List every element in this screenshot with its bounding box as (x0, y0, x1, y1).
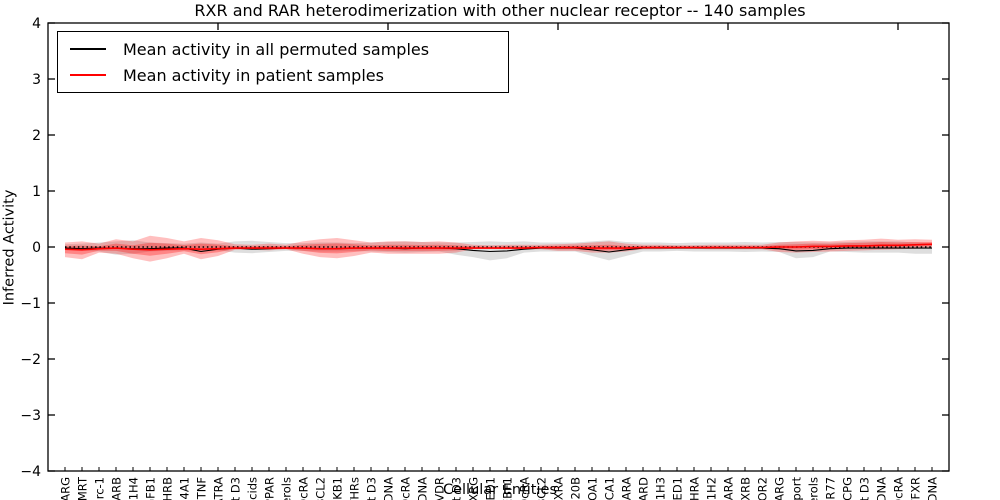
x-category-label: NR1H2 (705, 477, 719, 500)
x-category-label: RXRs/FXR/9cRA/MED1 (484, 477, 498, 500)
y-axis-label: Inferred Activity (1, 189, 18, 306)
x-category-label: RARs/THRs/DNA/SMRT (76, 476, 90, 500)
y-tick-label: −3 (20, 408, 41, 424)
x-category-label: TGFB1 (144, 477, 158, 500)
x-category-label: NCOR2 (756, 477, 770, 500)
y-tick-label: 1 (32, 184, 41, 200)
x-category-label: RARG (773, 477, 787, 500)
x-category-label: RARB (110, 477, 124, 500)
legend-label: Mean activity in patient samples (123, 65, 384, 85)
y-tick-label: −1 (20, 296, 41, 312)
x-axis-label: Cellular Entities (442, 482, 558, 498)
x-category-label: mol:Vit D3 (229, 477, 243, 500)
x-category-label: RXRs/LXRs/DNA/Oxysterols (807, 477, 821, 500)
x-category-label: NR1H3 (654, 477, 668, 500)
x-category-label: PPARG (59, 477, 73, 500)
x-category-label: RARs/RARs/DNA/9cRA (399, 477, 413, 500)
x-category-label: cholesterol transport (790, 477, 804, 500)
x-category-label: mol:Oxysterols (280, 477, 294, 500)
x-category-label: BCL2 (535, 477, 549, 500)
permuted-range-band (65, 240, 932, 261)
x-category-label: mol:9cRA (297, 477, 311, 500)
x-category-label: MED1 (671, 477, 685, 500)
x-category-label: RXRs/LXRs/DNA (926, 477, 940, 500)
legend-item-permuted: Mean activity in all permuted samples (70, 40, 496, 59)
x-category-label: RXRG (467, 477, 481, 500)
x-category-label: PPARD (637, 477, 651, 500)
x-category-label: NCOA1 (586, 477, 600, 500)
patient-line-swatch (70, 74, 106, 76)
x-category-label: VDR/VDR/Vit D3 (365, 477, 379, 500)
x-category-label: VDR/Vit D3/DNA (382, 477, 396, 500)
x-category-label: RARs/THRs/DNA/Src-1 (93, 477, 107, 500)
x-category-label: RXR alpha/CCPG (841, 477, 855, 500)
y-tick-label: −2 (20, 352, 41, 368)
y-tick-label: −4 (20, 464, 41, 480)
x-category-label: mol:ATRA (212, 477, 226, 500)
legend-label: Mean activity in all permuted samples (123, 39, 430, 59)
x-category-label: RARs/THRs (348, 477, 362, 500)
x-category-label: RXRs/FXR (909, 477, 923, 500)
x-category-label: RARs/VDR/DNA/Vit D3 (450, 477, 464, 500)
x-category-label: RXRs/NUR77/BCL2 (314, 477, 328, 500)
permuted-mean-line (64, 247, 932, 253)
x-category-label: FAM120B (569, 477, 583, 500)
x-category-label: RXRs/VDR/DNA/Vit D3 (858, 477, 872, 500)
x-category-label: THRA (688, 477, 702, 500)
y-tick-label: 0 (32, 240, 41, 256)
chart-title: RXR and RAR heterodimerization with othe… (194, 1, 806, 20)
x-category-label: RXRA (552, 477, 566, 500)
legend-item-patient: Mean activity in patient samples (70, 66, 496, 85)
x-category-label: RXRs/PPAR/9cRA/PGJ2/DNA (875, 477, 889, 500)
x-category-label: THRB (161, 477, 175, 500)
x-category-label: mol:Bile acids (246, 477, 260, 500)
legend-box: Mean activity in all permuted samples Me… (57, 31, 509, 93)
x-category-label: RXRs/RXRs/DNA/9cRA (892, 477, 906, 500)
x-category-label: RXRs/NUR77 (824, 477, 838, 500)
x-category-label: ABCA1 (603, 477, 617, 500)
x-category-label: RPS6KB1 (331, 477, 345, 500)
permuted-line-swatch (70, 48, 106, 50)
x-category-label: RXRs/LXRs/DNA/9cRA (518, 477, 532, 500)
x-category-label: NR4A1 (178, 477, 192, 500)
x-category-label: NR1H4 (127, 477, 141, 500)
x-category-label: RXRs/PPAR (263, 477, 277, 500)
y-tick-label: 2 (32, 128, 41, 144)
x-category-label: SREBF1 (501, 477, 515, 500)
x-category-label: VDR/VDR/DNA (416, 477, 430, 500)
x-category-label: VDR (433, 477, 447, 500)
x-category-label: RXRB (739, 477, 753, 500)
patient-mean-line (64, 243, 933, 251)
x-category-label: PPARA (620, 477, 634, 500)
x-category-label: TNF (195, 477, 209, 500)
y-tick-label: 4 (32, 16, 41, 32)
y-tick-label: 3 (32, 72, 41, 88)
x-category-label: RARA (722, 477, 736, 500)
